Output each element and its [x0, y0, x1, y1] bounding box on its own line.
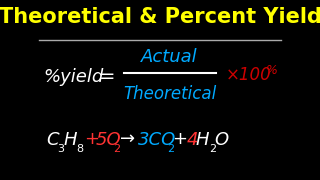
Text: %yield: %yield	[44, 68, 104, 86]
Text: H: H	[196, 131, 209, 149]
Text: +: +	[84, 130, 100, 148]
Text: %: %	[265, 64, 277, 77]
Text: 8: 8	[76, 144, 84, 154]
Text: H: H	[63, 131, 76, 149]
Text: 4: 4	[186, 131, 198, 149]
Text: =: =	[99, 67, 115, 86]
Text: 2: 2	[209, 144, 216, 154]
Text: Theoretical: Theoretical	[123, 85, 216, 103]
Text: 3: 3	[57, 144, 64, 154]
Text: C: C	[46, 131, 59, 149]
Text: O: O	[214, 131, 228, 149]
Text: 3CO: 3CO	[138, 131, 176, 149]
Text: 2: 2	[167, 144, 174, 154]
Text: 2: 2	[114, 144, 121, 154]
Text: 5O: 5O	[96, 131, 121, 149]
Text: Actual: Actual	[141, 48, 198, 66]
Text: Theoretical & Percent Yield: Theoretical & Percent Yield	[0, 7, 320, 27]
Text: ×100: ×100	[225, 66, 271, 84]
Text: →: →	[120, 130, 135, 148]
Text: +: +	[172, 130, 187, 148]
